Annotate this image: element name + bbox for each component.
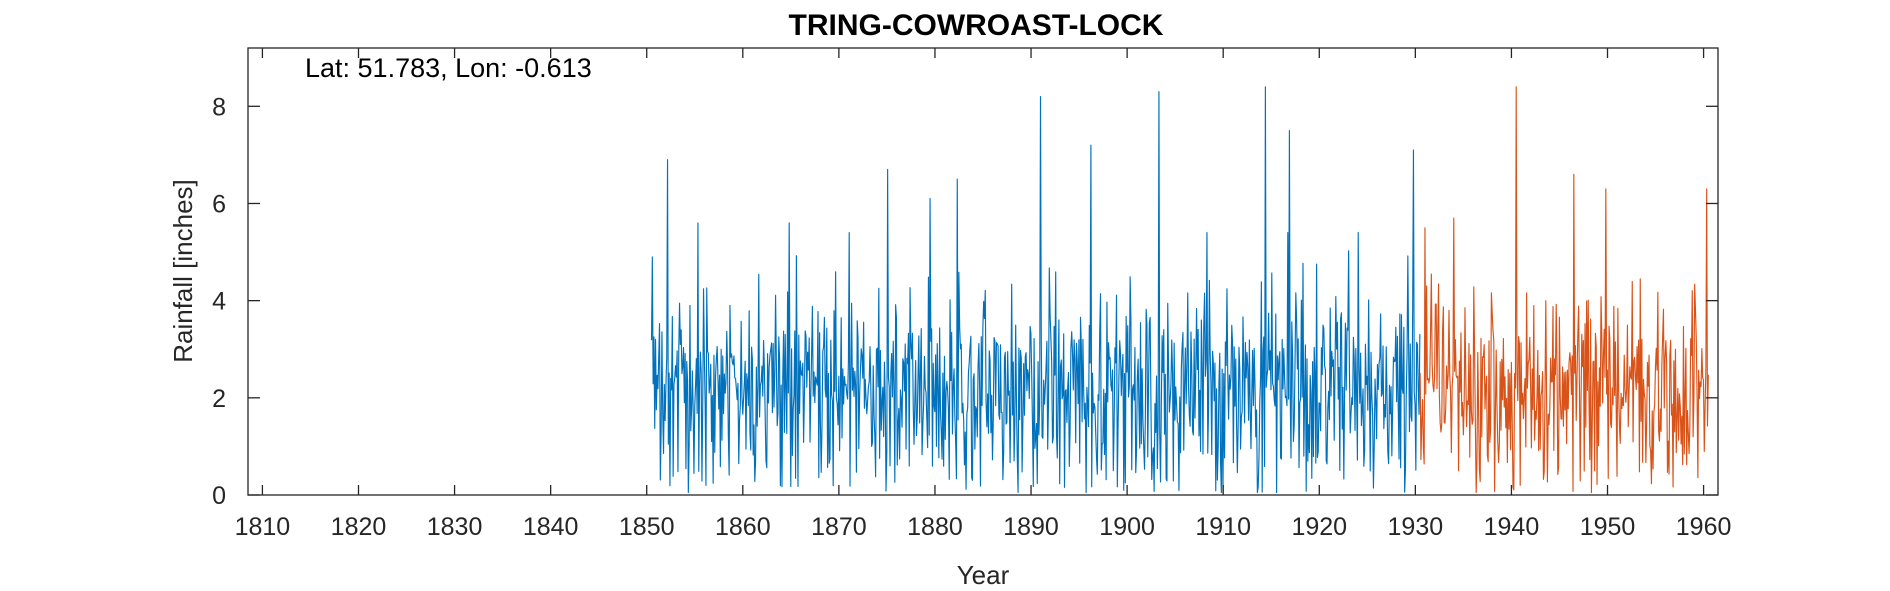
x-ticks: 1810 1820 1830 1840 1850 1860 1870 1880 1890 1900… bbox=[235, 48, 1732, 541]
x-tick-label: 1910 bbox=[1195, 513, 1251, 541]
rainfall-series-2 bbox=[1419, 86, 1709, 494]
y-tick-label: 4 bbox=[212, 288, 226, 316]
x-tick-label: 1850 bbox=[619, 513, 675, 541]
y-tick-label: 6 bbox=[212, 190, 226, 218]
plot-area: 1810 1820 1830 1840 1850 1860 1870 1880 1890 1900… bbox=[212, 47, 1732, 541]
x-axis-label: Year bbox=[957, 560, 1010, 590]
x-tick-label: 1840 bbox=[523, 513, 579, 541]
chart-title: TRING-COWROAST-LOCK bbox=[789, 9, 1164, 42]
rainfall-series-1 bbox=[650, 86, 1421, 494]
x-tick-label: 1880 bbox=[907, 513, 963, 541]
x-tick-label: 1950 bbox=[1580, 513, 1636, 541]
x-tick-label: 1940 bbox=[1484, 513, 1540, 541]
x-tick-label: 1890 bbox=[1003, 513, 1059, 541]
y-tick-label: 8 bbox=[212, 93, 226, 121]
x-tick-label: 1870 bbox=[811, 513, 867, 541]
x-tick-label: 1830 bbox=[427, 513, 483, 541]
y-tick-label: 0 bbox=[212, 482, 226, 510]
x-tick-label: 1820 bbox=[331, 513, 387, 541]
x-tick-label: 1900 bbox=[1099, 513, 1155, 541]
x-tick-label: 1920 bbox=[1291, 513, 1347, 541]
series-layer bbox=[650, 86, 1709, 494]
y-ticks: 0 2 4 6 8 bbox=[212, 93, 1718, 510]
x-tick-label: 1810 bbox=[235, 513, 291, 541]
x-tick-label: 1960 bbox=[1676, 513, 1732, 541]
location-annotation: Lat: 51.783, Lon: -0.613 bbox=[305, 53, 592, 83]
x-tick-label: 1930 bbox=[1388, 513, 1444, 541]
y-axis-label: Rainfall [inches] bbox=[168, 179, 198, 363]
y-tick-label: 2 bbox=[212, 385, 226, 413]
x-tick-label: 1860 bbox=[715, 513, 771, 541]
